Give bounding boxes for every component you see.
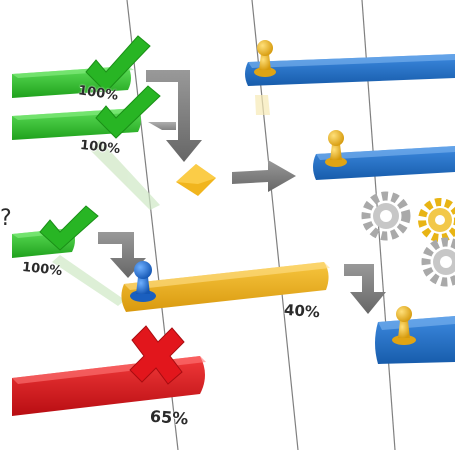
arrow-icon	[344, 264, 386, 314]
checkmark-icon	[95, 85, 161, 139]
arrow-icon	[98, 232, 146, 278]
arrow-icon	[146, 70, 202, 162]
blue-task-bar-1	[245, 54, 455, 86]
orange-task-bar	[121, 262, 330, 312]
gear-icon	[421, 237, 455, 287]
blue-task-bar-2	[313, 146, 455, 180]
arrow-icon	[232, 160, 296, 192]
pawn-icon	[254, 40, 276, 77]
pawn-icon	[392, 306, 416, 345]
red-bar-percent-label: 65%	[149, 406, 189, 429]
orange-bar-percent-label: 40%	[283, 300, 321, 322]
dependency-arrows	[98, 70, 386, 314]
question-mark: ?	[0, 206, 12, 231]
cross-icon	[129, 325, 185, 385]
checkmark-icon	[39, 205, 99, 251]
diamond-milestone-icon	[176, 164, 216, 196]
gear-icon	[418, 198, 455, 242]
checkmark-icon	[85, 35, 151, 93]
pawn-icon	[130, 261, 156, 302]
gear-icon	[361, 191, 411, 241]
dependency-shadows	[52, 95, 270, 306]
pawn-icon	[325, 130, 347, 167]
arrow-icon	[148, 122, 176, 130]
